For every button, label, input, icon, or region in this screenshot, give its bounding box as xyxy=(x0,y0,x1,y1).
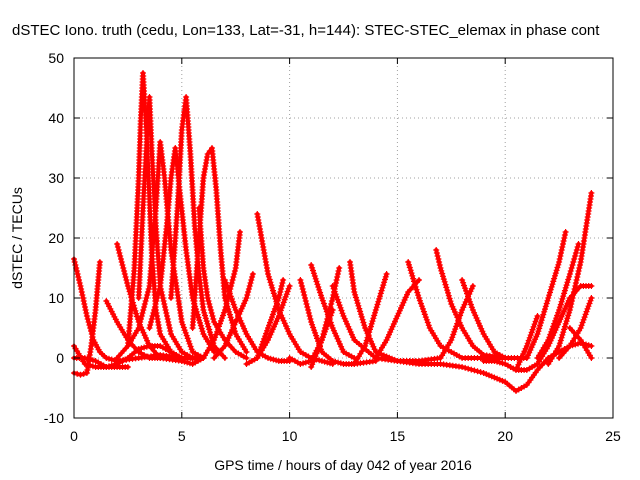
series-7 xyxy=(135,94,196,361)
x-axis-label: GPS time / hours of day 042 of year 2016 xyxy=(214,457,472,473)
series-18 xyxy=(254,277,287,361)
series-markers xyxy=(545,340,595,361)
series-15 xyxy=(211,271,256,361)
series-32 xyxy=(480,313,541,373)
y-tick-label: 30 xyxy=(48,170,64,186)
series-markers xyxy=(297,277,379,367)
series-31 xyxy=(394,355,552,394)
series-markers xyxy=(211,271,256,361)
y-tick-label: -10 xyxy=(44,410,64,426)
y-tick-label: 0 xyxy=(56,350,64,366)
y-axis-label: dSTEC / TECUs xyxy=(9,187,25,289)
series-21 xyxy=(308,265,343,370)
series-30 xyxy=(459,277,509,361)
series-39 xyxy=(545,340,595,361)
x-tick-label: 10 xyxy=(282,428,298,444)
series-markers xyxy=(351,271,390,367)
x-tick-label: 15 xyxy=(390,428,406,444)
series-markers xyxy=(523,229,569,361)
series-markers xyxy=(459,277,509,361)
series-markers xyxy=(433,247,530,361)
y-tick-label: 20 xyxy=(48,230,64,246)
x-tick-label: 5 xyxy=(178,428,186,444)
series-markers xyxy=(196,205,250,361)
marks-layer xyxy=(71,70,595,394)
series-12 xyxy=(196,205,250,361)
series-markers xyxy=(254,277,287,361)
series-markers xyxy=(480,313,541,373)
series-markers xyxy=(534,241,582,361)
ticks-layer: 0 5 10 15 20 25 -10 0 10 20 30 40 50 xyxy=(44,50,621,444)
series-33 xyxy=(513,283,595,373)
series-22 xyxy=(308,262,358,361)
series-35 xyxy=(534,241,582,361)
series-markers xyxy=(178,229,243,367)
series-26 xyxy=(372,277,422,361)
y-tick-label: 10 xyxy=(48,290,64,306)
chart-title: dSTEC Iono. truth (cedu, Lon=133, Lat=-3… xyxy=(12,22,600,39)
series-markers xyxy=(545,190,595,367)
series-markers xyxy=(308,262,358,361)
series-markers xyxy=(372,277,422,361)
y-tick-label: 40 xyxy=(48,110,64,126)
x-tick-label: 25 xyxy=(605,428,621,444)
series-13 xyxy=(178,229,243,367)
x-tick-label: 0 xyxy=(70,428,78,444)
series-34 xyxy=(523,229,569,361)
series-19 xyxy=(297,277,379,367)
y-tick-label: 50 xyxy=(48,50,64,66)
x-tick-label: 20 xyxy=(497,428,513,444)
series-markers xyxy=(394,355,552,394)
series-25 xyxy=(351,271,390,367)
